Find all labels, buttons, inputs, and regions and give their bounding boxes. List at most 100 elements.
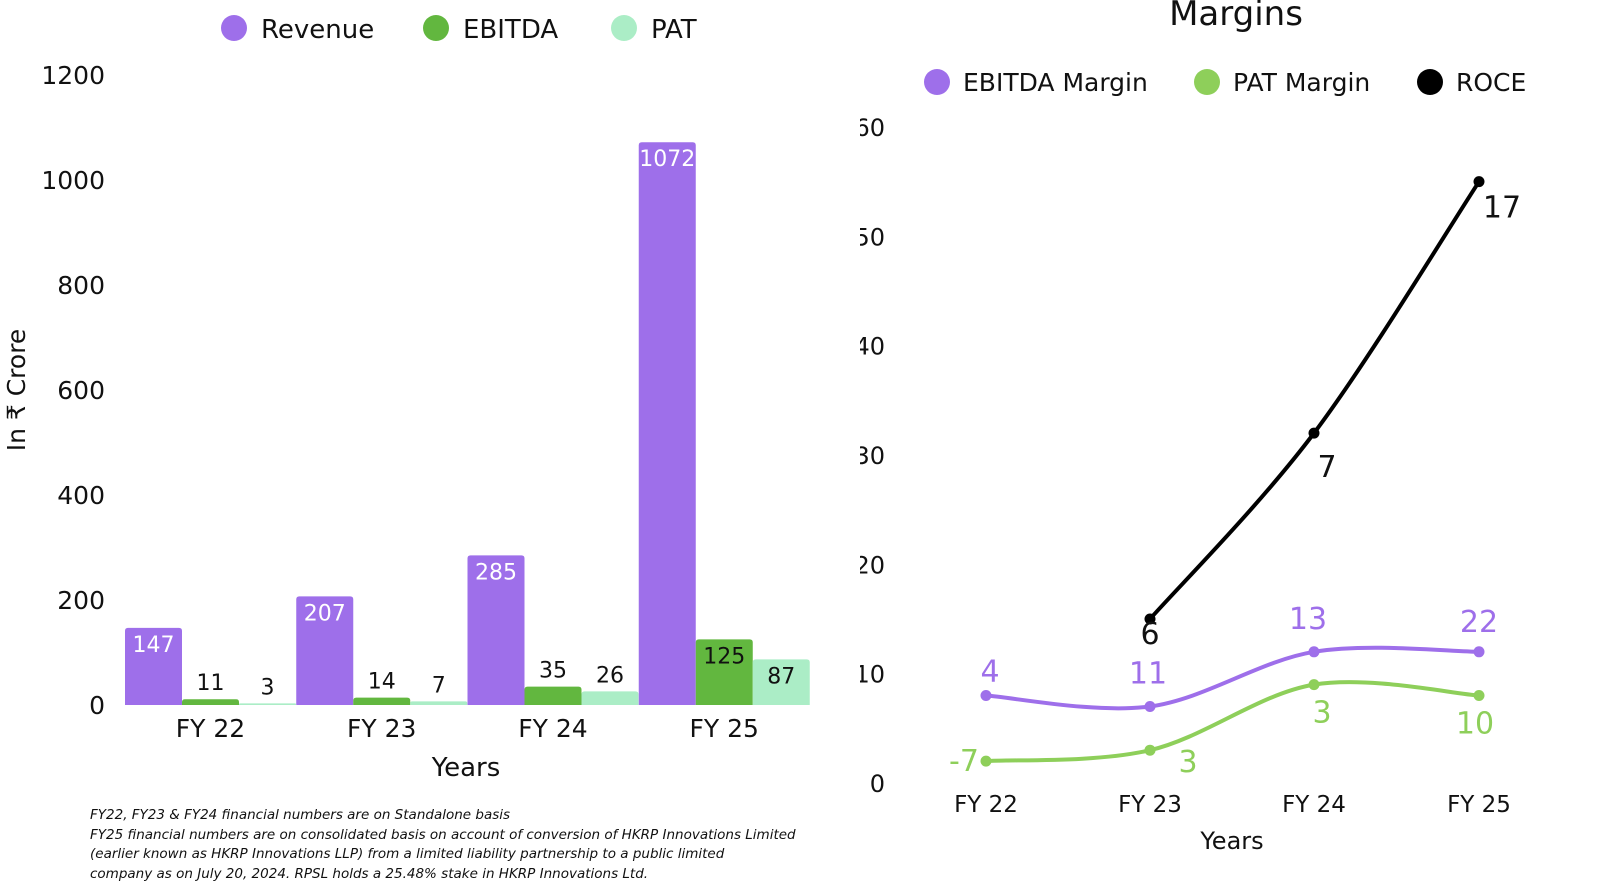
- x-axis-label: Years: [431, 753, 501, 783]
- point-pat-margin: [980, 755, 992, 767]
- y-tick-label: 30: [860, 442, 885, 470]
- bar-chart-x-axis: FY 22 FY 23 FY 24 FY 25 Years: [176, 714, 759, 783]
- data-label-roce: 7: [1317, 450, 1336, 485]
- point-ebitda-margin: [1473, 646, 1485, 658]
- bar-chart-bars: [125, 142, 810, 705]
- y-tick-label: 40: [860, 333, 885, 361]
- legend-marker-roce: [1417, 69, 1443, 95]
- revenue-ebitda-pat-bar-chart: Revenue EBITDA PAT 0 200 400 600 800 1000 1200 In…: [2, 15, 810, 783]
- y-tick-label: 1000: [41, 166, 105, 195]
- y-axis-label: In ₹ Crore: [2, 329, 31, 452]
- line-chart-y-axis: 0102030405060In %: [860, 114, 885, 798]
- legend-marker-pat: [611, 15, 637, 41]
- data-label-pat-margin: -7: [949, 744, 979, 779]
- y-tick-label: 200: [57, 586, 105, 615]
- point-roce: [1308, 427, 1320, 439]
- y-tick-label: 400: [57, 481, 105, 510]
- data-label-revenue: 207: [304, 601, 346, 626]
- legend-label-ebitda: EBITDA: [463, 15, 558, 45]
- point-roce: [1144, 613, 1156, 625]
- data-label-ebitda-margin: 13: [1289, 602, 1327, 637]
- bar-pat-fy-24: [581, 691, 639, 705]
- line-chart-x-axis: FY 22 FY 23 FY 24 FY 25 Years: [954, 792, 1511, 855]
- point-pat-margin: [1144, 744, 1156, 756]
- bar-revenue-fy-23: [296, 596, 354, 705]
- data-label-pat-margin: 10: [1456, 707, 1494, 742]
- legend-marker-revenue: [221, 15, 247, 41]
- footnote-line: company as on July 20, 2024. RPSL holds …: [90, 865, 649, 882]
- data-label-roce: 17: [1483, 191, 1521, 226]
- margins-line-chart: Margins EBITDA Margin PAT Margin ROCE 0 10 2…: [860, 0, 1526, 855]
- footnote-line: FY25 financial numbers are on consolidat…: [90, 826, 796, 843]
- bar-pat-fy-25: [752, 659, 810, 705]
- legend-label-pat-margin: PAT Margin: [1233, 68, 1370, 97]
- y-tick-label: 600: [57, 376, 105, 405]
- legend-marker-ebitda-margin: [924, 69, 950, 95]
- legend-label-revenue: Revenue: [261, 15, 374, 45]
- bar-revenue-fy-24: [467, 555, 525, 705]
- bar-ebitda-fy-24: [524, 686, 582, 705]
- y-tick-label: 20: [860, 551, 885, 579]
- point-ebitda-margin: [1308, 646, 1320, 658]
- data-label-ebitda: 35: [539, 659, 567, 684]
- data-label-revenue: 147: [133, 633, 175, 658]
- bar-ebitda-fy-25: [695, 639, 753, 705]
- legend-label-ebitda-margin: EBITDA Margin: [963, 68, 1148, 97]
- data-label-pat: 3: [261, 675, 275, 700]
- data-label-pat: 26: [596, 663, 624, 688]
- point-pat-margin: [1473, 690, 1485, 702]
- data-label-pat-margin: 3: [1312, 696, 1331, 731]
- x-tick-label: FY 22: [176, 714, 245, 743]
- line-ebitda-margin: [984, 645, 1481, 711]
- x-tick-label: FY 24: [1282, 792, 1346, 818]
- legend-label-roce: ROCE: [1456, 68, 1526, 97]
- x-tick-label: FY 25: [690, 714, 759, 743]
- y-tick-label: 1200: [41, 61, 105, 90]
- bar-pat-fy-23: [410, 701, 468, 705]
- x-tick-label: FY 24: [518, 714, 587, 743]
- point-ebitda-margin: [1144, 700, 1156, 712]
- legend-marker-pat-margin: [1194, 69, 1220, 95]
- data-label-roce: 6: [1140, 617, 1159, 652]
- y-tick-label: 0: [89, 691, 105, 720]
- y-tick-label: 800: [57, 271, 105, 300]
- margins-chart-title: Margins: [1169, 0, 1303, 34]
- bar-ebitda-fy-23: [353, 697, 411, 705]
- line-chart-series: [980, 176, 1485, 767]
- x-tick-label: FY 22: [954, 792, 1018, 818]
- data-label-ebitda: 125: [703, 644, 745, 669]
- x-axis-label: Years: [1199, 827, 1263, 855]
- y-tick-label: 0: [870, 770, 885, 798]
- legend-label-pat: PAT: [651, 15, 697, 45]
- line-roce: [1148, 179, 1481, 621]
- y-tick-label: 10: [860, 661, 885, 689]
- bar-chart-legend: Revenue EBITDA PAT: [221, 15, 697, 45]
- x-tick-label: FY 23: [347, 714, 416, 743]
- footnote-line: FY22, FY23 & FY24 financial numbers are …: [90, 807, 511, 823]
- bar-revenue-fy-25: [638, 142, 696, 705]
- point-ebitda-margin: [980, 690, 992, 702]
- x-tick-label: FY 23: [1118, 792, 1182, 818]
- point-roce: [1473, 176, 1485, 188]
- data-label-pat-margin: 3: [1178, 745, 1197, 780]
- bar-pat-fy-22: [239, 703, 296, 705]
- data-label-ebitda: 11: [197, 671, 225, 696]
- line-pat-margin: [984, 680, 1481, 764]
- footnote-line: (earlier known as HKRP Innovations LLP) …: [90, 846, 725, 862]
- bar-revenue-fy-22: [125, 627, 182, 705]
- data-label-ebitda-margin: 4: [980, 655, 999, 690]
- line-chart-legend: EBITDA Margin PAT Margin ROCE: [924, 68, 1526, 97]
- bar-ebitda-fy-22: [182, 699, 239, 705]
- data-label-pat: 7: [432, 673, 446, 698]
- data-label-ebitda: 14: [368, 670, 396, 695]
- y-tick-label: 60: [860, 114, 885, 142]
- footnote: FY22, FY23 & FY24 financial numbers are …: [90, 806, 850, 884]
- data-label-ebitda-margin: 11: [1129, 656, 1167, 691]
- data-label-pat: 87: [767, 664, 795, 689]
- x-tick-label: FY 25: [1447, 792, 1511, 818]
- data-label-revenue: 285: [475, 560, 517, 585]
- point-pat-margin: [1308, 679, 1320, 691]
- data-label-ebitda-margin: 22: [1460, 605, 1498, 640]
